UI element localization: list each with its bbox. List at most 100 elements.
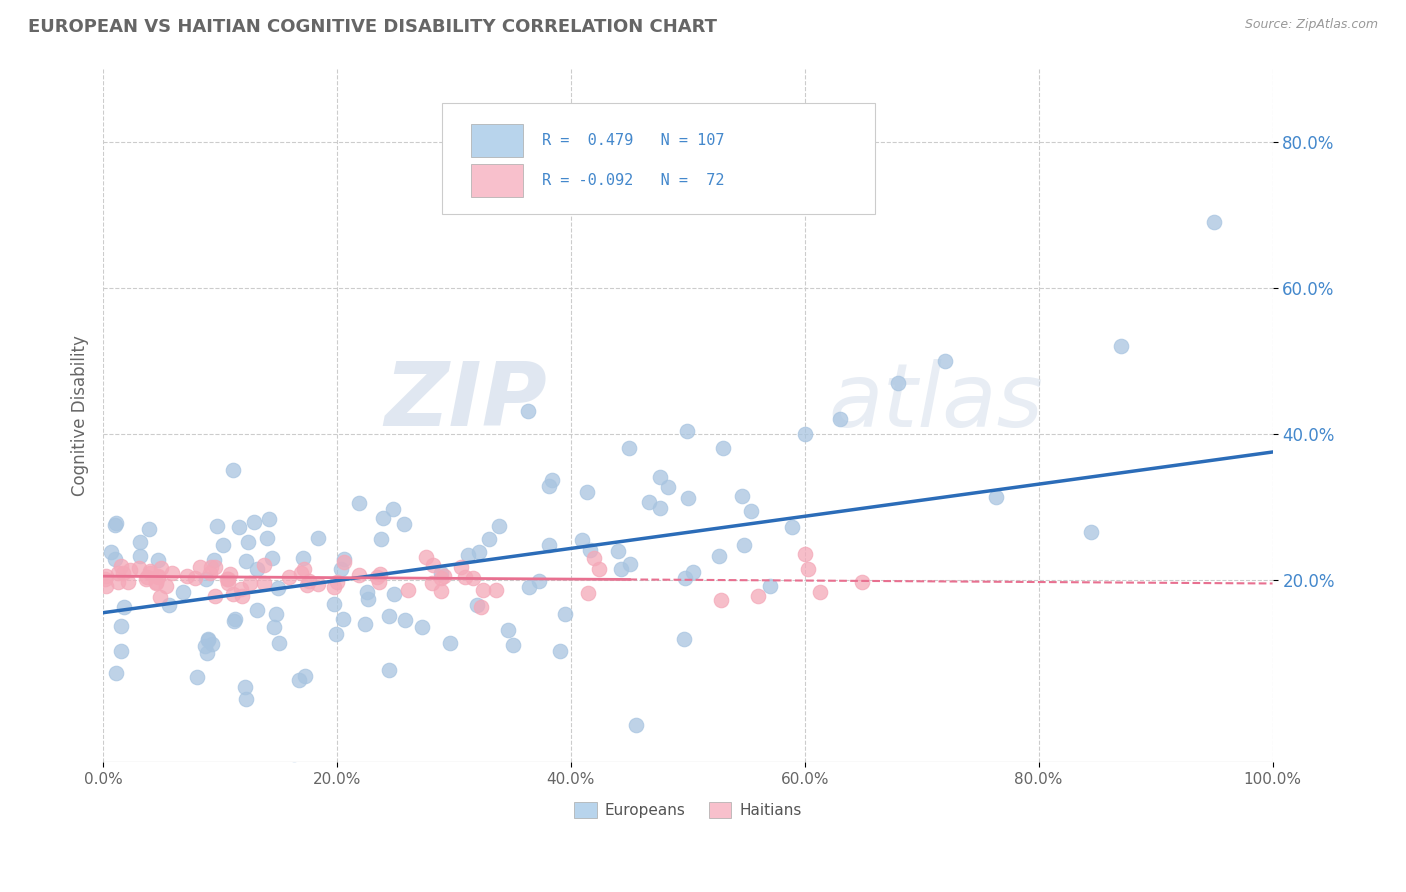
Point	[1080, 524, 1102, 539]
Point	[537, 479, 560, 493]
Text: R =  0.479   N = 107: R = 0.479 N = 107	[541, 133, 724, 148]
Point	[471, 582, 494, 597]
Point	[135, 570, 157, 584]
Point	[624, 718, 647, 732]
Point	[357, 591, 380, 606]
Point	[267, 582, 290, 596]
Point	[502, 638, 524, 652]
Point	[356, 584, 378, 599]
Point	[430, 584, 453, 599]
Point	[747, 589, 769, 603]
Point	[637, 495, 659, 509]
Point	[548, 643, 571, 657]
Point	[94, 568, 117, 582]
Point	[198, 566, 221, 580]
Point	[619, 558, 641, 572]
Point	[194, 639, 217, 653]
Point	[128, 549, 150, 563]
Point	[488, 519, 510, 533]
Point	[138, 522, 160, 536]
Point	[288, 673, 311, 687]
Point	[246, 603, 269, 617]
Point	[576, 586, 599, 600]
Point	[370, 567, 392, 582]
Point	[200, 559, 222, 574]
Point	[396, 583, 419, 598]
Point	[263, 620, 285, 634]
Point	[828, 412, 851, 426]
Point	[111, 566, 134, 581]
Point	[463, 571, 485, 585]
Point	[246, 561, 269, 575]
Point	[148, 553, 170, 567]
Point	[576, 485, 599, 500]
Point	[228, 520, 250, 534]
Point	[1109, 339, 1132, 353]
Point	[204, 589, 226, 603]
Point	[260, 551, 283, 566]
Point	[253, 558, 276, 572]
Point	[129, 535, 152, 549]
Point	[808, 584, 831, 599]
Point	[307, 577, 329, 591]
Point	[231, 582, 253, 596]
Point	[465, 598, 488, 612]
Point	[107, 574, 129, 589]
Point	[347, 567, 370, 582]
Point	[411, 620, 433, 634]
Point	[349, 496, 371, 510]
Point	[887, 376, 910, 390]
Point	[731, 489, 754, 503]
Point	[204, 560, 226, 574]
Point	[184, 571, 207, 585]
Point	[392, 516, 415, 531]
Point	[235, 554, 257, 568]
Point	[676, 424, 699, 438]
Point	[578, 542, 600, 557]
Point	[609, 562, 631, 576]
Point	[139, 564, 162, 578]
Point	[217, 575, 239, 590]
Point	[517, 580, 540, 594]
Point	[238, 535, 260, 549]
Point	[135, 573, 157, 587]
Point	[110, 643, 132, 657]
Point	[429, 571, 451, 585]
Point	[149, 561, 172, 575]
Point	[269, 636, 291, 650]
Point	[851, 575, 873, 590]
Y-axis label: Cognitive Disability: Cognitive Disability	[72, 335, 89, 496]
Point	[205, 519, 228, 533]
Text: ZIP: ZIP	[385, 358, 547, 445]
Point	[619, 442, 641, 456]
Point	[128, 560, 150, 574]
Point	[470, 599, 492, 614]
Point	[333, 555, 356, 569]
Point	[420, 576, 443, 591]
Point	[191, 773, 214, 788]
Point	[322, 597, 344, 611]
Point	[295, 578, 318, 592]
Point	[146, 570, 169, 584]
Point	[104, 665, 127, 680]
Point	[253, 576, 276, 591]
Point	[657, 480, 679, 494]
Point	[648, 500, 671, 515]
Point	[112, 600, 135, 615]
Point	[291, 550, 314, 565]
Point	[583, 550, 606, 565]
Point	[294, 669, 316, 683]
Point	[110, 558, 132, 573]
Point	[478, 532, 501, 546]
Point	[145, 575, 167, 590]
Text: EUROPEAN VS HAITIAN COGNITIVE DISABILITY CORRELATION CHART: EUROPEAN VS HAITIAN COGNITIVE DISABILITY…	[28, 18, 717, 36]
Point	[537, 538, 560, 552]
Point	[333, 552, 356, 566]
Point	[201, 637, 224, 651]
Point	[212, 537, 235, 551]
Point	[450, 560, 472, 574]
Point	[433, 569, 456, 583]
Point	[527, 574, 550, 589]
Point	[733, 538, 755, 552]
Point	[740, 504, 762, 518]
